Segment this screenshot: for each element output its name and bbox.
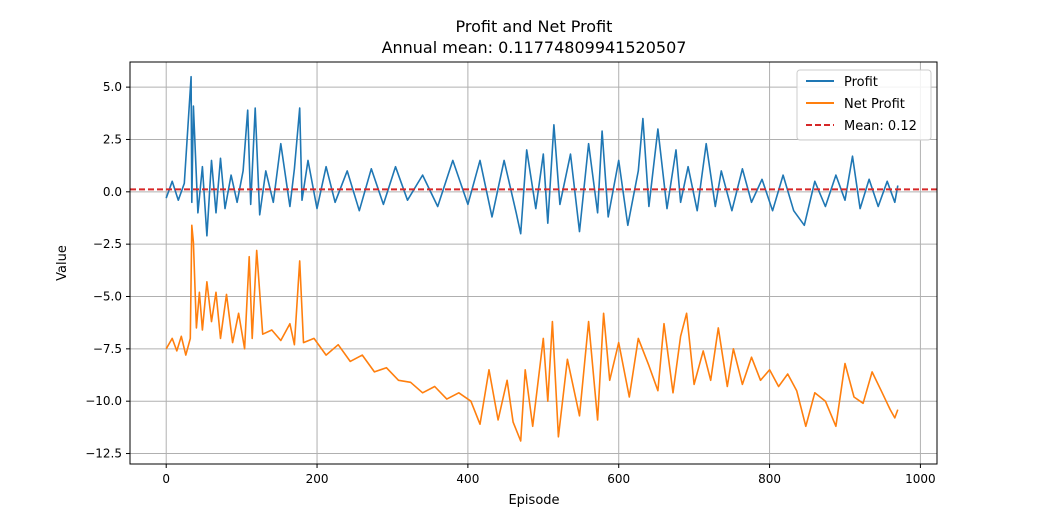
legend-label-mean: Mean: 0.12 (844, 119, 917, 134)
x-axis-ticks: 0 200 400 600 800 1000 (162, 464, 936, 486)
x-tick-label: 200 (306, 472, 329, 486)
y-tick-label: 0.0 (103, 185, 122, 199)
legend-label-net-profit: Net Profit (844, 97, 905, 112)
legend-box (796, 69, 932, 141)
x-tick-label: 0 (162, 472, 170, 486)
plot-frame (129, 61, 938, 465)
y-gridlines (130, 86, 937, 455)
x-tick-label: 600 (607, 472, 630, 486)
x-tick-label: 800 (758, 472, 781, 486)
x-axis-label: Episode (508, 493, 559, 508)
y-tick-label: 2.5 (103, 132, 122, 146)
x-tick-label: 1000 (905, 472, 936, 486)
y-axis-label: Value (55, 245, 70, 281)
y-tick-label: −10.0 (85, 394, 122, 408)
y-tick-label: −2.5 (93, 237, 122, 251)
legend: Profit Net Profit Mean: 0.12 (796, 69, 932, 141)
legend-label-profit: Profit (844, 75, 878, 90)
y-axis-ticks: 5.0 2.5 0.0 −2.5 −5.0 −7.5 −10.0 −12.5 (85, 80, 130, 461)
y-tick-label: 5.0 (103, 80, 122, 94)
chart-title: Profit and Net Profit (456, 17, 613, 36)
chart-subtitle: Annual mean: 0.11774809941520507 (382, 38, 687, 57)
x-tick-label: 400 (456, 472, 479, 486)
y-tick-label: −7.5 (93, 342, 122, 356)
series-line-profit (165, 75, 899, 237)
series-line-net-profit (165, 224, 899, 442)
y-tick-label: −5.0 (93, 290, 122, 304)
series-layer (130, 75, 937, 442)
y-tick-label: −12.5 (85, 447, 122, 461)
